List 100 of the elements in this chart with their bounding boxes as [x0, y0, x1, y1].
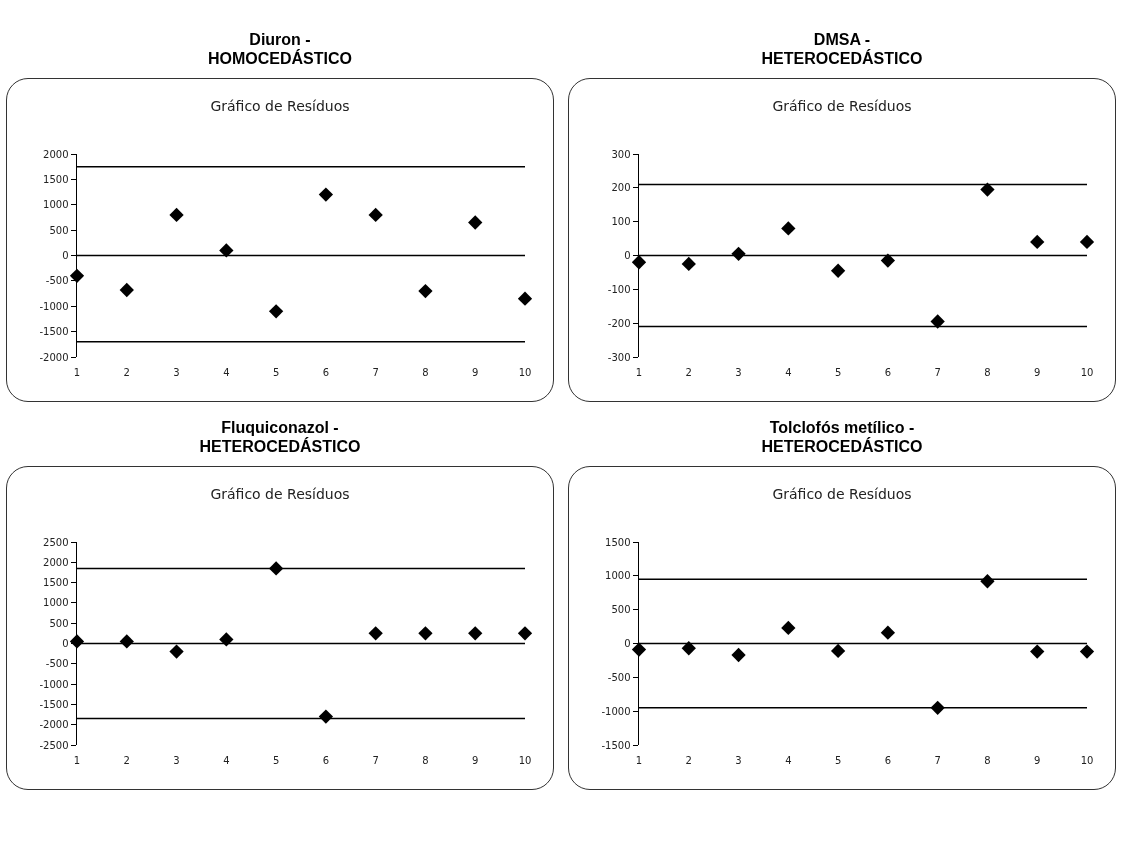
chart-title: Tolclofós metílico - HETEROCEDÁSTICO [760, 418, 924, 457]
x-tick-label: 6 [322, 367, 330, 378]
y-tick-label: 0 [624, 250, 631, 261]
y-tick-label: 100 [611, 216, 631, 228]
x-tick-label: 4 [785, 367, 792, 378]
y-tick-label: -300 [607, 351, 631, 363]
x-tick-label: 7 [372, 367, 379, 378]
chart-title: Fluquiconazol - HETEROCEDÁSTICO [198, 418, 362, 457]
x-tick-label: 10 [518, 755, 532, 766]
x-tick-label: 5 [272, 755, 280, 766]
y-tick-label: 200 [611, 182, 631, 194]
y-tick-label: 2500 [43, 536, 69, 548]
point [418, 283, 433, 299]
x-tick-label: 2 [685, 367, 692, 378]
x-tick-label: 1 [635, 367, 643, 378]
x-tick-label: 7 [372, 755, 379, 766]
x-tick-label: 2 [123, 755, 130, 766]
point [368, 626, 383, 641]
chart-subtitle: Gráfico de Resíduos [210, 486, 350, 503]
y-tick-label: 0 [62, 638, 69, 649]
point [830, 263, 846, 278]
x-tick-label: 3 [173, 367, 180, 378]
y-tick-label: -500 [45, 275, 69, 287]
y-tick-label: 1000 [43, 597, 69, 609]
y-tick-label: -100 [607, 283, 631, 295]
y-tick-label: -500 [45, 658, 69, 670]
point [980, 182, 995, 197]
y-tick-label: 300 [611, 148, 631, 160]
point [1030, 644, 1045, 659]
y-tick-label: 1500 [605, 536, 631, 548]
point [880, 253, 896, 268]
chart-subtitle: Gráfico de Resíduos [210, 98, 350, 115]
x-tick-label: 3 [735, 367, 742, 378]
point [1079, 234, 1095, 250]
point [681, 641, 696, 656]
point [781, 221, 796, 236]
x-tick-label: 8 [984, 367, 991, 378]
y-tick-label: 0 [62, 250, 69, 261]
x-tick-label: 10 [518, 367, 532, 378]
x-tick-label: 9 [472, 367, 479, 378]
point [830, 643, 846, 659]
point [219, 632, 234, 647]
y-tick-label: 500 [49, 617, 69, 629]
x-tick-label: 5 [834, 367, 842, 378]
y-tick-label: 1000 [605, 570, 631, 582]
x-tick-label: 4 [223, 755, 230, 766]
x-tick-label: 9 [1034, 367, 1041, 378]
x-tick-label: 3 [735, 755, 742, 766]
y-tick-label: -1500 [39, 698, 69, 710]
point [418, 626, 433, 641]
x-tick-label: 2 [685, 755, 692, 766]
point [318, 187, 334, 202]
y-tick-label: 500 [611, 604, 631, 616]
y-tick-label: -500 [607, 671, 631, 683]
y-tick-label: -2000 [39, 351, 69, 363]
x-tick-label: 3 [173, 755, 180, 766]
point [517, 626, 533, 641]
x-tick-label: 8 [984, 755, 991, 766]
x-tick-label: 2 [123, 367, 130, 378]
x-tick-label: 4 [223, 367, 230, 378]
x-tick-label: 8 [422, 755, 429, 766]
point [169, 644, 184, 659]
y-tick-label: -2000 [39, 719, 69, 731]
point [468, 626, 483, 641]
point [880, 625, 896, 640]
point [930, 314, 945, 329]
y-tick-label: -2500 [39, 739, 69, 751]
y-tick-label: -1500 [601, 739, 631, 751]
x-tick-label: 6 [322, 755, 330, 766]
y-tick-label: 0 [624, 638, 631, 649]
y-tick-label: 500 [49, 224, 69, 236]
point [1079, 644, 1095, 659]
point [1030, 234, 1045, 250]
y-tick-label: 1000 [43, 199, 69, 211]
chart-subtitle: Gráfico de Resíduos [772, 486, 912, 503]
chart-title: DMSA - HETEROCEDÁSTICO [760, 30, 924, 69]
point [169, 207, 184, 223]
x-tick-label: 6 [884, 367, 892, 378]
y-tick-label: -1000 [39, 678, 69, 690]
x-tick-label: 5 [272, 367, 280, 378]
y-tick-label: 2000 [43, 556, 69, 568]
x-tick-label: 10 [1080, 367, 1094, 378]
y-tick-label: -200 [607, 317, 631, 329]
point [119, 282, 134, 298]
chart-subtitle: Gráfico de Resíduos [772, 98, 912, 115]
y-tick-label: -1000 [39, 300, 69, 312]
y-tick-label: -1000 [601, 705, 631, 717]
point [219, 243, 234, 258]
x-tick-label: 9 [1034, 755, 1041, 766]
x-tick-label: 10 [1080, 755, 1094, 766]
x-tick-label: 1 [73, 755, 81, 766]
point [781, 620, 796, 636]
x-tick-label: 5 [834, 755, 842, 766]
point [268, 304, 284, 319]
point [731, 647, 746, 663]
x-tick-label: 7 [934, 367, 941, 378]
point [368, 207, 383, 223]
x-tick-label: 1 [635, 755, 643, 766]
chart-title: Diuron - HOMOCEDÁSTICO [207, 30, 353, 69]
point [681, 256, 696, 272]
